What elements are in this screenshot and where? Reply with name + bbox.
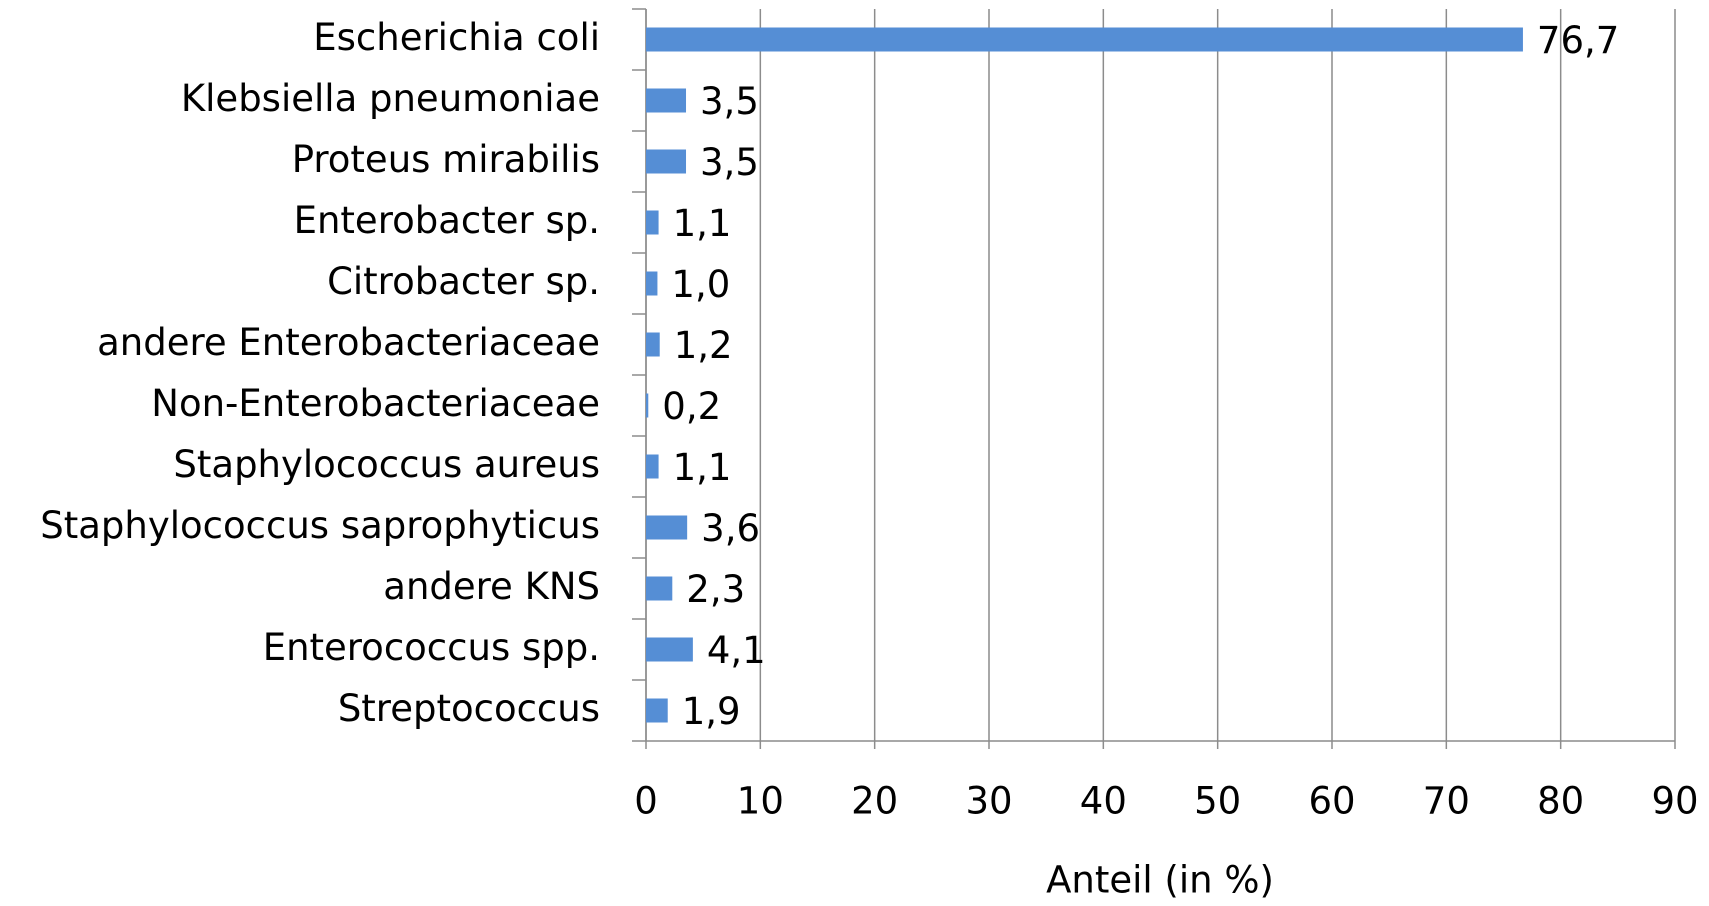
y-tick-label: andere KNS: [383, 565, 600, 608]
x-tick-label: 90: [1651, 780, 1698, 823]
y-tick-label: Citrobacter sp.: [327, 260, 600, 303]
x-tick-label: 50: [1194, 780, 1241, 823]
data-label: 1,2: [674, 324, 733, 367]
data-label: 4,1: [707, 629, 766, 672]
data-label: 1,1: [673, 202, 732, 245]
data-label: 1,9: [682, 690, 741, 733]
y-tick-label: Klebsiella pneumoniae: [181, 77, 600, 120]
bar: [646, 88, 687, 113]
data-label: 0,2: [662, 385, 721, 428]
data-label: 1,0: [671, 263, 730, 306]
y-tick-label: Enterobacter sp.: [294, 199, 600, 242]
bar: [646, 332, 660, 357]
bar: [646, 454, 659, 479]
y-tick-label: Escherichia coli: [313, 16, 600, 59]
bar: [646, 149, 687, 174]
y-tick-label: Streptococcus: [338, 687, 600, 730]
x-tick-label: 0: [634, 780, 658, 823]
data-label: 2,3: [686, 568, 745, 611]
bar: [646, 515, 688, 540]
bar: [646, 27, 1523, 52]
x-tick-label: 10: [737, 780, 784, 823]
data-label: 3,6: [701, 507, 760, 550]
bar: [646, 637, 693, 662]
bar: [646, 271, 658, 296]
x-axis-label: Anteil (in %): [1046, 859, 1274, 902]
bar: [646, 576, 673, 601]
y-tick-label: Staphylococcus saprophyticus: [40, 504, 600, 547]
bar: [646, 393, 649, 418]
x-tick-label: 20: [851, 780, 898, 823]
x-tick-label: 40: [1080, 780, 1127, 823]
data-label: 76,7: [1537, 19, 1619, 62]
data-label: 3,5: [700, 141, 759, 184]
data-label: 3,5: [700, 80, 759, 123]
x-tick-label: 60: [1308, 780, 1355, 823]
bar: [646, 698, 668, 723]
bar: [646, 210, 659, 235]
y-tick-label: andere Enterobacteriaceae: [97, 321, 600, 364]
y-tick-label: Proteus mirabilis: [292, 138, 600, 181]
x-tick-label: 80: [1537, 780, 1584, 823]
x-tick-label: 70: [1423, 780, 1470, 823]
y-tick-label: Staphylococcus aureus: [173, 443, 600, 486]
y-tick-label: Enterococcus spp.: [263, 626, 600, 669]
y-tick-label: Non-Enterobacteriaceae: [151, 382, 600, 425]
x-tick-label: 30: [965, 780, 1012, 823]
data-label: 1,1: [673, 446, 732, 489]
